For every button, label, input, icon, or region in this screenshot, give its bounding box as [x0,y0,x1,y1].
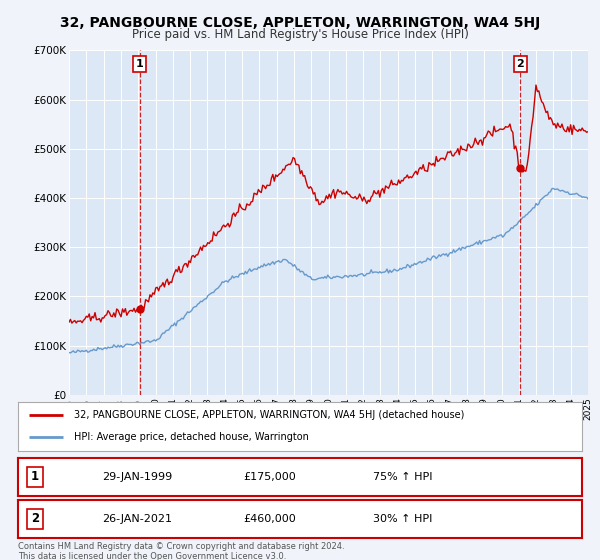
Text: Price paid vs. HM Land Registry's House Price Index (HPI): Price paid vs. HM Land Registry's House … [131,28,469,41]
Text: 26-JAN-2021: 26-JAN-2021 [103,514,173,524]
Text: 2: 2 [31,512,39,525]
Text: HPI: Average price, detached house, Warrington: HPI: Average price, detached house, Warr… [74,432,309,442]
Text: 1: 1 [31,470,39,483]
Text: 30% ↑ HPI: 30% ↑ HPI [373,514,433,524]
Text: 29-JAN-1999: 29-JAN-1999 [103,472,173,482]
Text: 32, PANGBOURNE CLOSE, APPLETON, WARRINGTON, WA4 5HJ (detached house): 32, PANGBOURNE CLOSE, APPLETON, WARRINGT… [74,410,465,420]
Text: £175,000: £175,000 [244,472,296,482]
Text: 75% ↑ HPI: 75% ↑ HPI [373,472,433,482]
Text: 1: 1 [136,59,143,69]
Text: £460,000: £460,000 [244,514,296,524]
Text: 32, PANGBOURNE CLOSE, APPLETON, WARRINGTON, WA4 5HJ: 32, PANGBOURNE CLOSE, APPLETON, WARRINGT… [60,16,540,30]
Text: Contains HM Land Registry data © Crown copyright and database right 2024.
This d: Contains HM Land Registry data © Crown c… [18,542,344,560]
Text: 2: 2 [517,59,524,69]
